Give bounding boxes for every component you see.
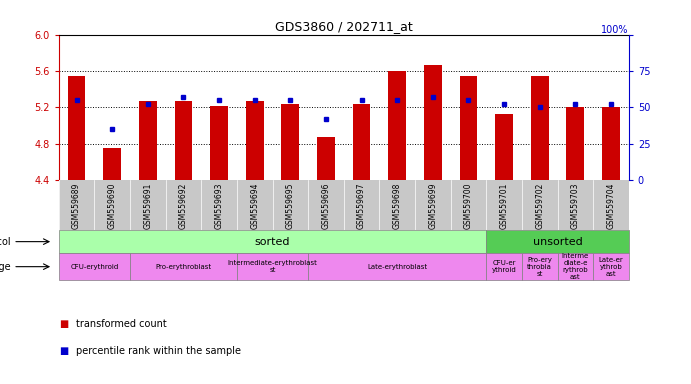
Text: protocol: protocol	[0, 237, 10, 247]
Text: GSM559700: GSM559700	[464, 183, 473, 229]
Text: GSM559699: GSM559699	[428, 183, 437, 229]
Text: GSM559696: GSM559696	[321, 183, 330, 229]
Text: Pro-ery
throbla
st: Pro-ery throbla st	[527, 257, 552, 276]
Text: GSM559691: GSM559691	[143, 183, 152, 229]
Text: GSM559692: GSM559692	[179, 183, 188, 229]
Text: GSM559689: GSM559689	[72, 183, 81, 229]
Bar	[237, 253, 308, 280]
Bar	[522, 253, 558, 280]
Text: Pro-erythroblast: Pro-erythroblast	[155, 264, 211, 270]
Bar	[103, 148, 121, 180]
Bar	[175, 101, 192, 180]
Text: Late-erythroblast: Late-erythroblast	[367, 264, 427, 270]
Bar	[495, 114, 513, 180]
Text: ■: ■	[59, 319, 68, 329]
Bar	[486, 253, 522, 280]
Text: ■: ■	[59, 346, 68, 356]
Title: GDS3860 / 202711_at: GDS3860 / 202711_at	[275, 20, 413, 33]
Bar	[281, 104, 299, 180]
Text: GSM559704: GSM559704	[607, 183, 616, 229]
Bar	[388, 71, 406, 180]
Text: Interme
diate-e
rythrob
ast: Interme diate-e rythrob ast	[562, 253, 589, 280]
Bar	[352, 104, 370, 180]
Bar	[68, 76, 86, 180]
Bar	[246, 101, 263, 180]
Bar	[602, 108, 620, 180]
Bar	[317, 137, 335, 180]
Text: unsorted: unsorted	[533, 237, 583, 247]
Text: CFU-erythroid: CFU-erythroid	[70, 264, 118, 270]
Bar	[593, 253, 629, 280]
Text: GSM559698: GSM559698	[392, 183, 401, 229]
Bar	[558, 253, 593, 280]
Bar	[210, 106, 228, 180]
Bar	[460, 76, 477, 180]
Text: development stage: development stage	[0, 262, 10, 271]
Text: Intermediate-erythroblast
st: Intermediate-erythroblast st	[227, 260, 317, 273]
Bar	[139, 101, 157, 180]
Text: percentile rank within the sample: percentile rank within the sample	[76, 346, 241, 356]
Bar	[567, 108, 585, 180]
Text: CFU-er
ythroid: CFU-er ythroid	[492, 260, 516, 273]
Text: 100%: 100%	[601, 25, 629, 35]
Bar	[308, 253, 486, 280]
Text: GSM559693: GSM559693	[215, 183, 224, 229]
Text: sorted: sorted	[255, 237, 290, 247]
Text: GSM559695: GSM559695	[286, 183, 295, 229]
Bar	[130, 253, 237, 280]
Text: Late-er
ythrob
ast: Late-er ythrob ast	[598, 257, 623, 276]
Bar	[59, 230, 486, 253]
Text: GSM559703: GSM559703	[571, 183, 580, 229]
Text: GSM559701: GSM559701	[500, 183, 509, 229]
Bar	[59, 253, 130, 280]
Bar	[486, 230, 629, 253]
Text: GSM559702: GSM559702	[536, 183, 545, 229]
Bar	[531, 76, 549, 180]
Text: GSM559697: GSM559697	[357, 183, 366, 229]
Text: transformed count: transformed count	[76, 319, 167, 329]
Text: GSM559690: GSM559690	[108, 183, 117, 229]
Bar	[424, 65, 442, 180]
Text: GSM559694: GSM559694	[250, 183, 259, 229]
